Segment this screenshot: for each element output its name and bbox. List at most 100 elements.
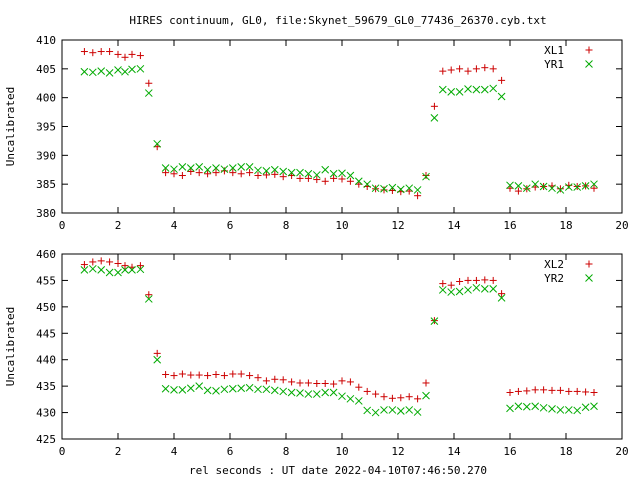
data-point [464, 85, 472, 93]
data-point [346, 171, 355, 180]
data-point [372, 390, 380, 398]
data-point [279, 387, 288, 396]
data-point [422, 391, 430, 400]
data-point [237, 170, 245, 178]
data-point [187, 167, 195, 175]
data-point [506, 181, 514, 190]
data-point [464, 286, 472, 294]
data-point [270, 386, 279, 395]
data-point [229, 370, 237, 378]
legend-label: XL1 [544, 44, 564, 57]
x-tick-label: 0 [59, 445, 66, 458]
data-point [472, 65, 480, 73]
y-tick-label: 460 [36, 248, 56, 261]
data-point [329, 169, 338, 178]
data-point [523, 387, 531, 395]
data-point [203, 165, 212, 174]
x-tick-label: 16 [503, 445, 516, 458]
data-point [270, 165, 279, 174]
data-point [80, 266, 89, 274]
data-point [481, 276, 489, 284]
data-point [136, 265, 145, 274]
data-point [195, 169, 203, 177]
data-point [312, 390, 321, 398]
series-YR1 [80, 64, 598, 194]
legend-marker [585, 274, 593, 282]
data-point [321, 388, 330, 397]
data-point [136, 64, 145, 73]
x-tick-label: 14 [447, 219, 461, 232]
y-tick-label: 410 [36, 34, 56, 47]
x-tick-label: 10 [335, 445, 348, 458]
data-point [564, 406, 573, 414]
data-point [489, 276, 497, 284]
data-point [195, 371, 203, 379]
y-tick-label: 385 [36, 178, 56, 191]
series-XL2 [80, 257, 598, 403]
data-point [121, 262, 129, 270]
data-point [170, 385, 178, 394]
data-point [313, 176, 321, 184]
legend-marker [585, 46, 593, 54]
data-point [246, 169, 254, 177]
data-point [346, 378, 354, 386]
data-point [237, 370, 245, 378]
y-tick-label: 390 [36, 149, 56, 162]
data-point [304, 379, 312, 387]
top-panel: 0 2 4 6 8 10 12 14 16 18 20 380 385 390 395 400 405 410 Un… [4, 34, 629, 232]
data-point [497, 294, 506, 302]
y-tick-label: 400 [36, 92, 56, 105]
y-tick-label: 430 [36, 407, 56, 420]
data-point [556, 386, 564, 394]
data-point [220, 167, 228, 175]
data-point [161, 164, 170, 172]
data-point [121, 266, 129, 274]
data-point [229, 169, 237, 177]
data-point [162, 169, 170, 177]
data-point [590, 180, 598, 189]
data-point [506, 388, 514, 396]
series-XL1 [80, 48, 598, 200]
data-point [97, 266, 106, 274]
data-point [531, 402, 540, 411]
data-point [114, 260, 122, 268]
data-point [556, 406, 565, 414]
data-point [455, 88, 464, 96]
data-point [582, 388, 590, 396]
data-point [128, 266, 136, 274]
data-point [581, 403, 590, 412]
x-tick-label: 18 [559, 445, 572, 458]
legend-marker [585, 260, 593, 268]
data-point [464, 67, 472, 75]
data-point [498, 76, 506, 84]
data-point [556, 185, 564, 193]
data-point [245, 383, 254, 392]
data-point [397, 394, 405, 402]
data-point [279, 167, 288, 176]
data-point [153, 139, 162, 148]
y-tick-label: 395 [36, 121, 56, 134]
data-point [346, 394, 355, 403]
legend-marker [585, 60, 593, 68]
data-point [522, 184, 531, 193]
data-point [371, 408, 380, 417]
data-point [489, 285, 498, 293]
data-point [405, 406, 414, 414]
data-point [121, 67, 129, 76]
data-point [464, 276, 472, 284]
data-point [88, 264, 97, 273]
data-point [271, 375, 279, 383]
data-point [539, 403, 548, 412]
data-point [220, 372, 228, 380]
data-point [472, 276, 480, 284]
data-point [430, 102, 438, 110]
data-point [254, 374, 262, 382]
data-point [178, 370, 186, 378]
data-point [539, 182, 548, 191]
y-tick-label: 380 [36, 207, 56, 220]
data-point [321, 165, 330, 174]
legend-label: XL2 [544, 258, 564, 271]
data-point [380, 186, 388, 194]
data-point [388, 183, 397, 192]
